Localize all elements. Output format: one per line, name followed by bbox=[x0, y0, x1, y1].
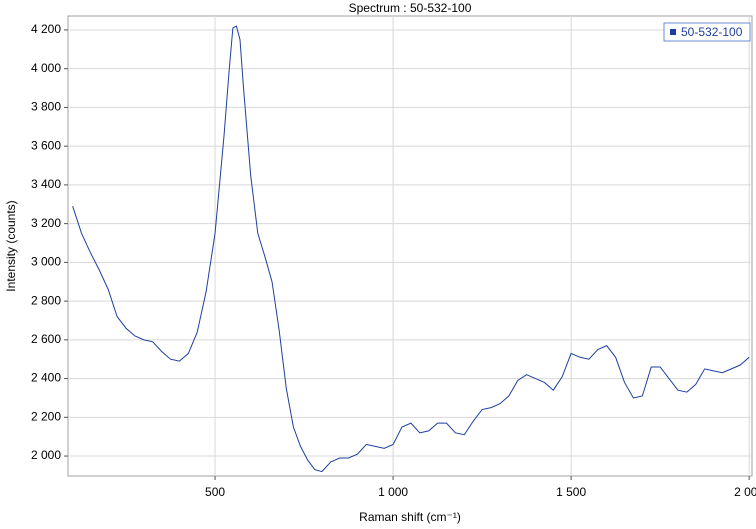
y-tick-label: 3 400 bbox=[31, 177, 61, 191]
y-tick-label: 3 600 bbox=[31, 138, 61, 152]
legend-swatch bbox=[670, 29, 676, 35]
x-tick-label: 1 000 bbox=[378, 485, 408, 499]
y-tick-label: 2 400 bbox=[31, 371, 61, 385]
y-tick-label: 4 200 bbox=[31, 22, 61, 36]
chart-title: Spectrum : 50-532-100 bbox=[349, 1, 472, 15]
legend-box bbox=[663, 22, 751, 42]
y-axis-label: Intensity (counts) bbox=[4, 200, 18, 291]
y-tick-label: 2 000 bbox=[31, 448, 61, 462]
y-tick-label: 4 000 bbox=[31, 61, 61, 75]
y-tick-label: 2 200 bbox=[31, 409, 61, 423]
y-tick-label: 3 200 bbox=[31, 216, 61, 230]
y-tick-label: 3 000 bbox=[31, 255, 61, 269]
x-tick-label: 500 bbox=[205, 485, 225, 499]
plot-area bbox=[67, 15, 753, 477]
y-tick-label: 2 800 bbox=[31, 293, 61, 307]
data-line bbox=[72, 25, 750, 473]
y-tick-label: 3 800 bbox=[31, 100, 61, 114]
x-axis-label: Raman shift (cm⁻¹) bbox=[359, 510, 461, 524]
x-tick-label: 1 500 bbox=[556, 485, 586, 499]
legend-label: 50-532-100 bbox=[681, 25, 743, 39]
y-tick-label: 2 600 bbox=[31, 332, 61, 346]
x-tick-label: 2 000 bbox=[734, 485, 756, 499]
